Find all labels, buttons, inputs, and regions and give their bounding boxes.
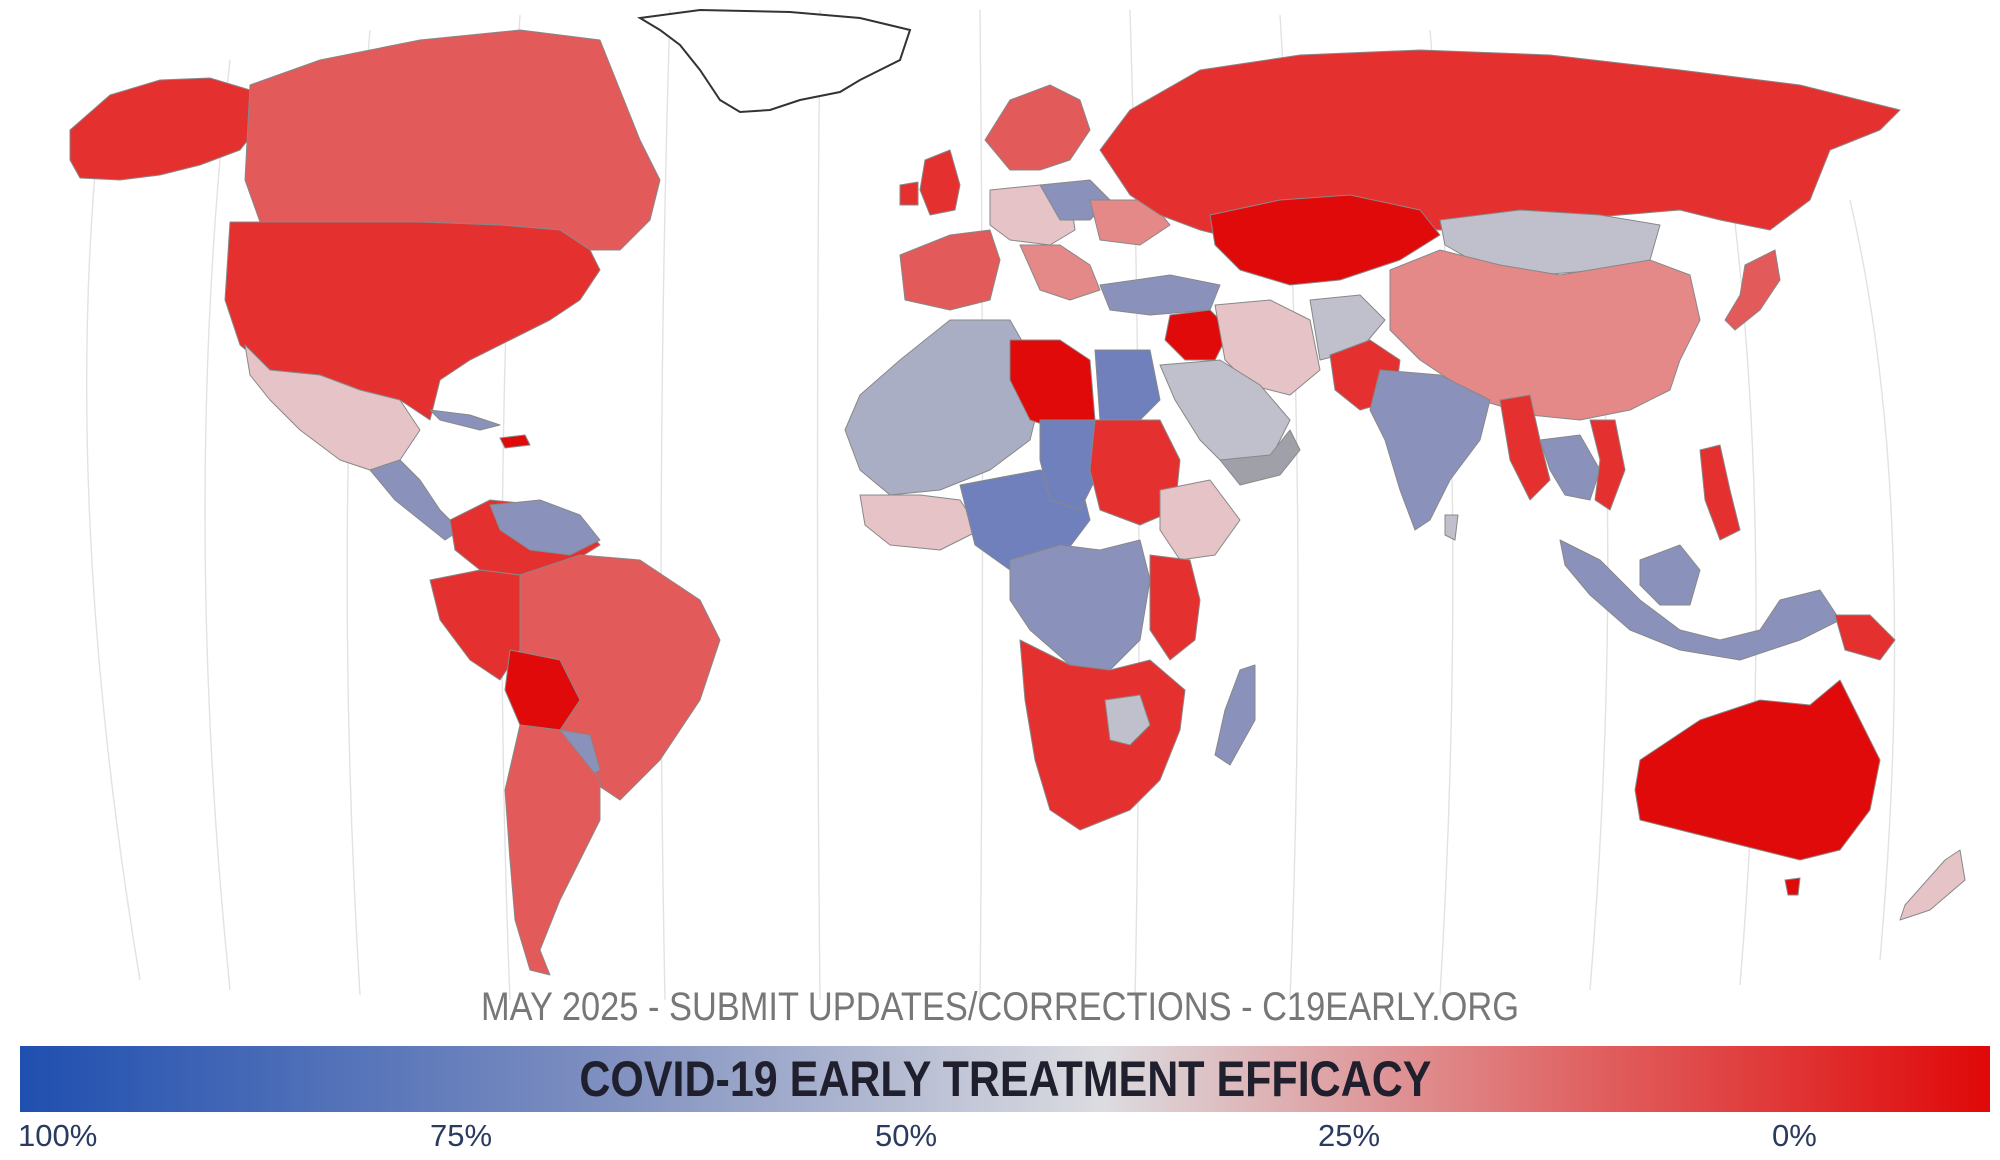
country-borneo <box>1639 544 1701 606</box>
country-scandinavia <box>984 84 1091 171</box>
country-china <box>1389 249 1701 421</box>
country-central-america <box>369 459 461 541</box>
country-vietnam <box>1589 419 1626 511</box>
country-iran <box>1214 299 1321 396</box>
country-indonesia <box>1559 539 1841 661</box>
country-sudan <box>1089 419 1181 526</box>
country-philippines <box>1699 444 1741 541</box>
legend-tick-0: 0% <box>1772 1118 1817 1153</box>
country-venezuela-region <box>489 499 601 556</box>
country-australia <box>1634 679 1881 861</box>
legend-title: COVID-19 EARLY TREATMENT EFFICACY <box>578 1051 1432 1107</box>
country-new-zealand <box>1899 849 1966 921</box>
country-west-africa <box>859 494 981 551</box>
country-haiti-dr <box>499 434 531 449</box>
legend-tick-25: 25% <box>1318 1118 1381 1153</box>
country-egypt <box>1094 349 1161 421</box>
country-yemen-oman <box>1219 429 1301 486</box>
country-france-iberia <box>899 229 1001 311</box>
country-afghanistan <box>1309 294 1386 361</box>
country-madagascar <box>1214 664 1256 766</box>
country-argentina-chile <box>504 724 601 976</box>
country-tasmania <box>1784 877 1801 896</box>
country-kazakhstan-region <box>1209 194 1441 286</box>
country-southern-africa <box>1019 639 1186 831</box>
footer-text: MAY 2025 - SUBMIT UPDATES/CORRECTIONS - … <box>480 985 1519 1029</box>
country-cuba <box>429 409 501 431</box>
country-turkey <box>1099 274 1221 316</box>
country-kenya-tanzania <box>1149 554 1201 661</box>
legend-tick-50: 50% <box>875 1118 938 1153</box>
country-myanmar <box>1499 394 1551 501</box>
country-north-africa-west <box>844 319 1041 496</box>
world-map <box>69 8 1966 1000</box>
country-alaska <box>69 77 261 181</box>
country-ireland <box>899 181 919 206</box>
country-canada <box>244 29 661 251</box>
legend-color-bar: COVID-19 EARLY TREATMENT EFFICACY <box>20 1046 1990 1112</box>
country-india <box>1369 369 1491 531</box>
country-sri-lanka <box>1444 514 1459 541</box>
country-peru <box>429 569 521 681</box>
country-uk <box>919 149 961 216</box>
country-thailand-laos <box>1539 434 1601 501</box>
country-greenland <box>637 8 912 114</box>
legend-tick-75: 75% <box>430 1118 493 1153</box>
country-zimbabwe <box>1104 694 1151 746</box>
country-ethiopia <box>1159 479 1241 561</box>
country-italy-balkans <box>1019 244 1101 301</box>
country-central-africa <box>1009 539 1151 671</box>
legend-tick-100: 100% <box>18 1118 98 1153</box>
country-papua-new-guinea <box>1834 614 1896 661</box>
country-japan <box>1724 249 1781 331</box>
